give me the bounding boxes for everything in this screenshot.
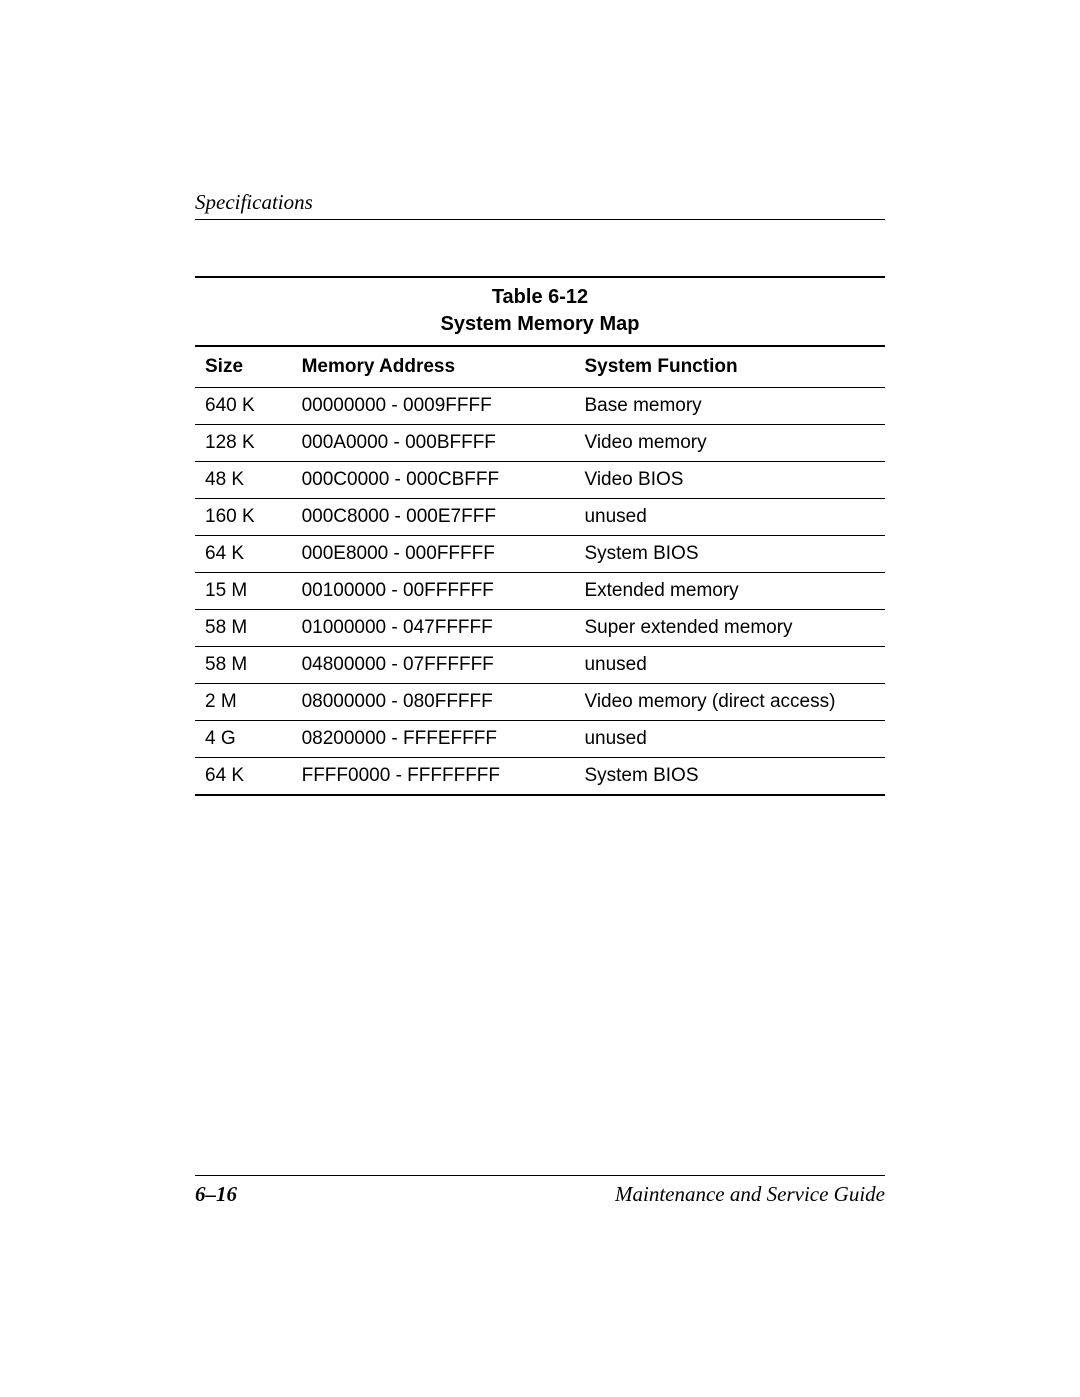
cell-size: 64 K bbox=[195, 758, 292, 795]
page-footer: 6–16 Maintenance and Service Guide bbox=[195, 1175, 885, 1207]
section-header: Specifications bbox=[195, 190, 885, 220]
cell-address: 000E8000 - 000FFFFF bbox=[292, 536, 575, 573]
table-row: 4 G08200000 - FFFEFFFFunused bbox=[195, 721, 885, 758]
table-row: 64 KFFFF0000 - FFFFFFFFSystem BIOS bbox=[195, 758, 885, 795]
cell-address: 08200000 - FFFEFFFF bbox=[292, 721, 575, 758]
table-row: 58 M04800000 - 07FFFFFFunused bbox=[195, 647, 885, 684]
page-number: 6–16 bbox=[195, 1182, 237, 1207]
cell-size: 4 G bbox=[195, 721, 292, 758]
cell-size: 58 M bbox=[195, 610, 292, 647]
cell-function: Video memory bbox=[574, 425, 885, 462]
table-row: 64 K000E8000 - 000FFFFFSystem BIOS bbox=[195, 536, 885, 573]
table-caption: Table 6-12 System Memory Map bbox=[195, 278, 885, 347]
cell-address: 000C8000 - 000E7FFF bbox=[292, 499, 575, 536]
cell-size: 58 M bbox=[195, 647, 292, 684]
cell-size: 64 K bbox=[195, 536, 292, 573]
cell-size: 160 K bbox=[195, 499, 292, 536]
cell-address: 00100000 - 00FFFFFF bbox=[292, 573, 575, 610]
table-row: 58 M01000000 - 047FFFFFSuper extended me… bbox=[195, 610, 885, 647]
cell-function: Base memory bbox=[574, 388, 885, 425]
cell-size: 640 K bbox=[195, 388, 292, 425]
table-header-row: Size Memory Address System Function bbox=[195, 347, 885, 388]
cell-function: Video memory (direct access) bbox=[574, 684, 885, 721]
table-row: 15 M00100000 - 00FFFFFFExtended memory bbox=[195, 573, 885, 610]
cell-address: 04800000 - 07FFFFFF bbox=[292, 647, 575, 684]
col-header-function: System Function bbox=[574, 347, 885, 388]
cell-function: System BIOS bbox=[574, 536, 885, 573]
cell-function: Extended memory bbox=[574, 573, 885, 610]
page: Specifications Table 6-12 System Memory … bbox=[0, 0, 1080, 1397]
cell-function: unused bbox=[574, 721, 885, 758]
memory-map-table: Size Memory Address System Function 640 … bbox=[195, 347, 885, 794]
table-wrap: Table 6-12 System Memory Map Size Memory… bbox=[195, 276, 885, 796]
table-row: 2 M08000000 - 080FFFFFVideo memory (dire… bbox=[195, 684, 885, 721]
guide-title: Maintenance and Service Guide bbox=[615, 1182, 885, 1207]
cell-address: 000C0000 - 000CBFFF bbox=[292, 462, 575, 499]
cell-function: Video BIOS bbox=[574, 462, 885, 499]
col-header-address: Memory Address bbox=[292, 347, 575, 388]
cell-size: 2 M bbox=[195, 684, 292, 721]
col-header-size: Size bbox=[195, 347, 292, 388]
table-caption-line1: Table 6-12 bbox=[195, 284, 885, 311]
cell-function: unused bbox=[574, 499, 885, 536]
table-row: 160 K000C8000 - 000E7FFFunused bbox=[195, 499, 885, 536]
table-row: 128 K000A0000 - 000BFFFFVideo memory bbox=[195, 425, 885, 462]
table-row: 48 K000C0000 - 000CBFFFVideo BIOS bbox=[195, 462, 885, 499]
table-row: 640 K00000000 - 0009FFFFBase memory bbox=[195, 388, 885, 425]
cell-function: System BIOS bbox=[574, 758, 885, 795]
cell-size: 128 K bbox=[195, 425, 292, 462]
cell-address: 000A0000 - 000BFFFF bbox=[292, 425, 575, 462]
cell-address: 08000000 - 080FFFFF bbox=[292, 684, 575, 721]
table-caption-line2: System Memory Map bbox=[195, 311, 885, 338]
cell-address: FFFF0000 - FFFFFFFF bbox=[292, 758, 575, 795]
cell-size: 48 K bbox=[195, 462, 292, 499]
cell-size: 15 M bbox=[195, 573, 292, 610]
cell-function: Super extended memory bbox=[574, 610, 885, 647]
cell-address: 01000000 - 047FFFFF bbox=[292, 610, 575, 647]
cell-function: unused bbox=[574, 647, 885, 684]
cell-address: 00000000 - 0009FFFF bbox=[292, 388, 575, 425]
